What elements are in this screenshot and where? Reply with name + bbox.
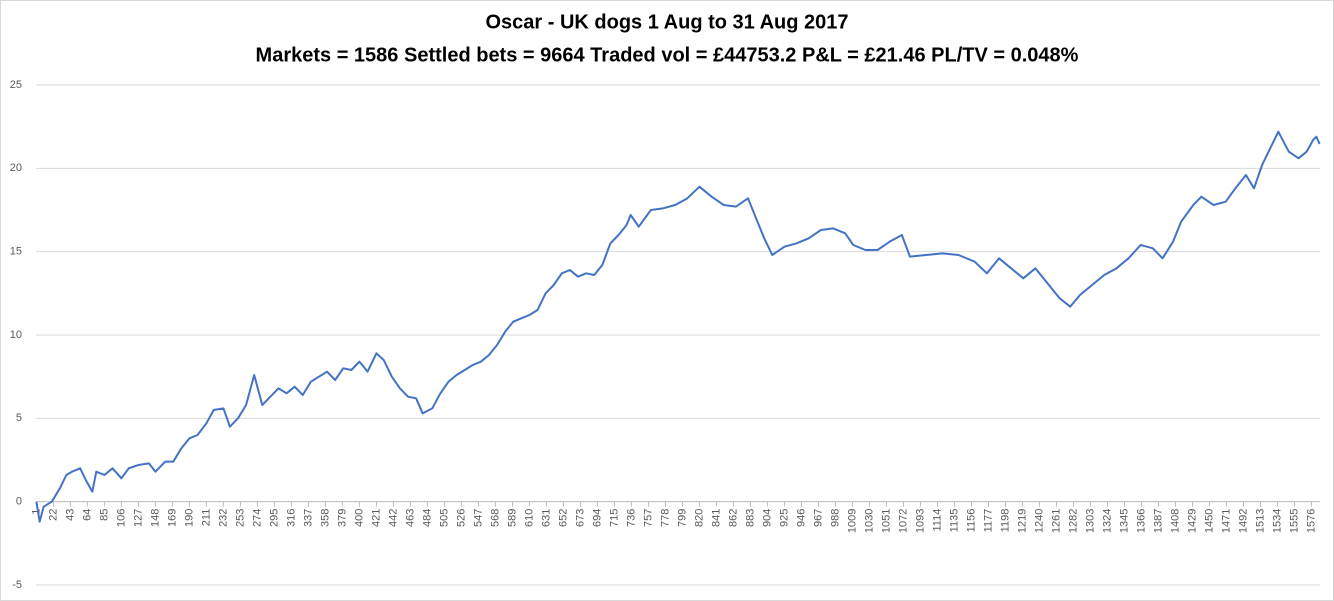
x-tick-label: 673 <box>574 509 586 527</box>
x-tick-label: 736 <box>625 509 637 527</box>
x-tick-label: 1450 <box>1203 509 1215 533</box>
y-tick-label: 20 <box>10 162 22 174</box>
x-tick-label: 1219 <box>1016 509 1028 533</box>
x-tick-label: 946 <box>795 509 807 527</box>
x-tick-label: 967 <box>812 509 824 527</box>
x-tick-label: 1051 <box>880 509 892 533</box>
x-tick-label: 1177 <box>982 509 994 533</box>
x-tick-label: 820 <box>693 509 705 527</box>
x-tick-label: 1534 <box>1271 509 1283 533</box>
x-tick-label: 1303 <box>1084 509 1096 533</box>
x-tick-label: 274 <box>251 509 263 527</box>
x-tick-label: 1408 <box>1169 509 1181 533</box>
x-tick-label: 1198 <box>999 509 1011 533</box>
x-tick-label: 64 <box>81 509 93 521</box>
x-tick-label: 631 <box>540 509 552 527</box>
x-tick-label: 925 <box>778 509 790 527</box>
x-tick-label: 988 <box>829 509 841 527</box>
x-tick-label: 316 <box>285 509 297 527</box>
x-tick-label: 589 <box>506 509 518 527</box>
x-tick-label: 85 <box>98 509 110 521</box>
x-tick-label: 106 <box>115 509 127 527</box>
x-tick-label: 1135 <box>948 509 960 533</box>
x-tick-label: 1513 <box>1254 509 1266 533</box>
x-tick-label: 253 <box>234 509 246 527</box>
x-tick-label: 652 <box>557 509 569 527</box>
x-tick-label: 883 <box>744 509 756 527</box>
x-tick-label: 1471 <box>1220 509 1232 533</box>
x-tick-label: 358 <box>319 509 331 527</box>
y-tick-label: 15 <box>10 246 22 258</box>
x-tick-label: 862 <box>727 509 739 527</box>
x-tick-label: 1366 <box>1135 509 1147 533</box>
chart-title: Oscar - UK dogs 1 Aug to 31 Aug 2017 <box>485 11 848 33</box>
y-tick-label: -5 <box>12 579 22 591</box>
x-tick-label: 127 <box>132 509 144 527</box>
x-tick-label: 526 <box>455 509 467 527</box>
x-tick-label: 463 <box>404 509 416 527</box>
x-tick-label: 1072 <box>897 509 909 533</box>
x-tick-label: 799 <box>676 509 688 527</box>
x-tick-label: 568 <box>489 509 501 527</box>
x-tick-label: 1 <box>30 509 42 515</box>
x-tick-label: 148 <box>149 509 161 527</box>
x-tick-label: 1009 <box>846 509 858 533</box>
x-tick-label: 904 <box>761 509 773 527</box>
x-tick-label: 442 <box>387 509 399 527</box>
y-tick-label: 10 <box>10 329 22 341</box>
x-tick-label: 1492 <box>1237 509 1249 533</box>
x-tick-label: 43 <box>64 509 76 521</box>
line <box>35 130 1321 523</box>
x-tick-label: 610 <box>523 509 535 527</box>
x-tick-label: 1429 <box>1186 509 1198 533</box>
x-tick-label: 211 <box>200 509 212 527</box>
x-tick-label: 1093 <box>914 509 926 533</box>
x-tick-label: 694 <box>591 509 603 527</box>
x-tick-label: 1114 <box>931 509 943 532</box>
y-tick-label: 0 <box>16 496 22 508</box>
x-tick-label: 841 <box>710 509 722 527</box>
x-tick-label: 1261 <box>1050 509 1062 533</box>
x-tick-label: 778 <box>659 509 671 527</box>
x-tick-label: 505 <box>438 509 450 527</box>
y-tick-label: 25 <box>10 79 22 91</box>
y-tick-label: 5 <box>16 412 22 424</box>
x-tick-label: 1156 <box>965 509 977 533</box>
chart-subtitle: Markets = 1586 Settled bets = 9664 Trade… <box>256 44 1079 66</box>
x-tick-label: 400 <box>353 509 365 527</box>
x-tick-label: 295 <box>268 509 280 527</box>
x-tick-label: 1387 <box>1152 509 1164 533</box>
x-tick-label: 169 <box>166 509 178 527</box>
x-tick-label: 1282 <box>1067 509 1079 533</box>
x-tick-label: 547 <box>472 509 484 527</box>
x-tick-label: 379 <box>336 509 348 527</box>
x-tick-label: 757 <box>642 509 654 527</box>
x-tick-label: 1240 <box>1033 509 1045 533</box>
x-tick-label: 190 <box>183 509 195 527</box>
x-tick-label: 232 <box>217 509 229 527</box>
x-tick-label: 484 <box>421 509 433 527</box>
x-tick-label: 1324 <box>1101 509 1113 533</box>
x-tick-label: 1345 <box>1118 509 1130 533</box>
x-tick-label: 715 <box>608 509 620 527</box>
x-tick-label: 1030 <box>863 509 875 533</box>
x-tick-label: 1555 <box>1288 509 1300 533</box>
x-tick-label: 1576 <box>1305 509 1317 533</box>
x-tick-label: 337 <box>302 509 314 527</box>
x-tick-label: 22 <box>47 509 59 521</box>
x-tick-label: 421 <box>370 509 382 527</box>
